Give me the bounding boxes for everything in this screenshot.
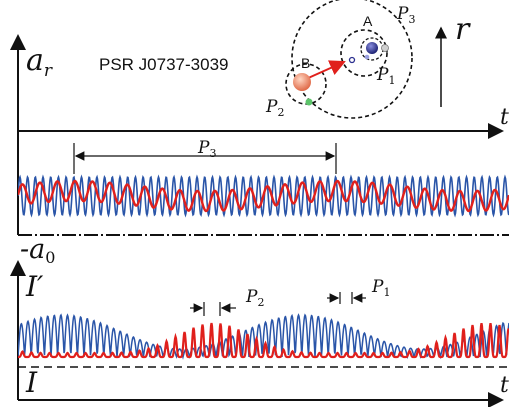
P2-span: P2 [190,287,264,316]
P2-span-label: P2 [245,287,264,309]
r-direction: r [435,12,471,107]
r-label: r [455,12,471,47]
barycenter [348,56,356,64]
star-B [293,73,311,91]
blue-intensity-wave [18,313,509,360]
planet-B [305,98,313,106]
t-label-top: t [500,105,509,130]
separation-vector [305,60,346,80]
bottom-axes [10,260,504,407]
P3-span: P3 [73,138,337,174]
a-r-label: ar [26,43,53,81]
companion-A-2 [364,54,370,60]
top-axes [10,34,504,235]
red-intensity-wave [18,322,509,359]
pulsar-name: PSR J0737-3039 [99,55,228,74]
label-P2-orbit: P2 [265,97,284,119]
label-B: B [301,55,310,71]
top-waveforms [18,174,509,218]
blue-acceleration-wave [18,174,509,218]
P3-span-label: P3 [197,138,216,160]
neg-a0-label: -a0 [20,234,55,267]
I-prime-label: I′ [25,270,44,303]
label-P3-orbit: P3 [396,4,415,26]
orbit-P3 [291,0,413,119]
label-A: A [363,13,373,29]
orbit-P2-B [285,63,327,105]
companion-A [381,44,389,52]
P1-span: P1 [327,277,390,304]
P1-span-label: P1 [371,277,390,299]
I-label: I [25,366,38,399]
label-P1-orbit: P1 [376,65,395,87]
orbit-P1-A [340,29,388,77]
bottom-waveforms [18,313,509,360]
orbit-diagram: A B P3 P1 P2 [265,0,415,119]
star-A [366,42,378,54]
red-acceleration-wave [18,179,509,213]
t-label-bottom: t [500,373,509,398]
